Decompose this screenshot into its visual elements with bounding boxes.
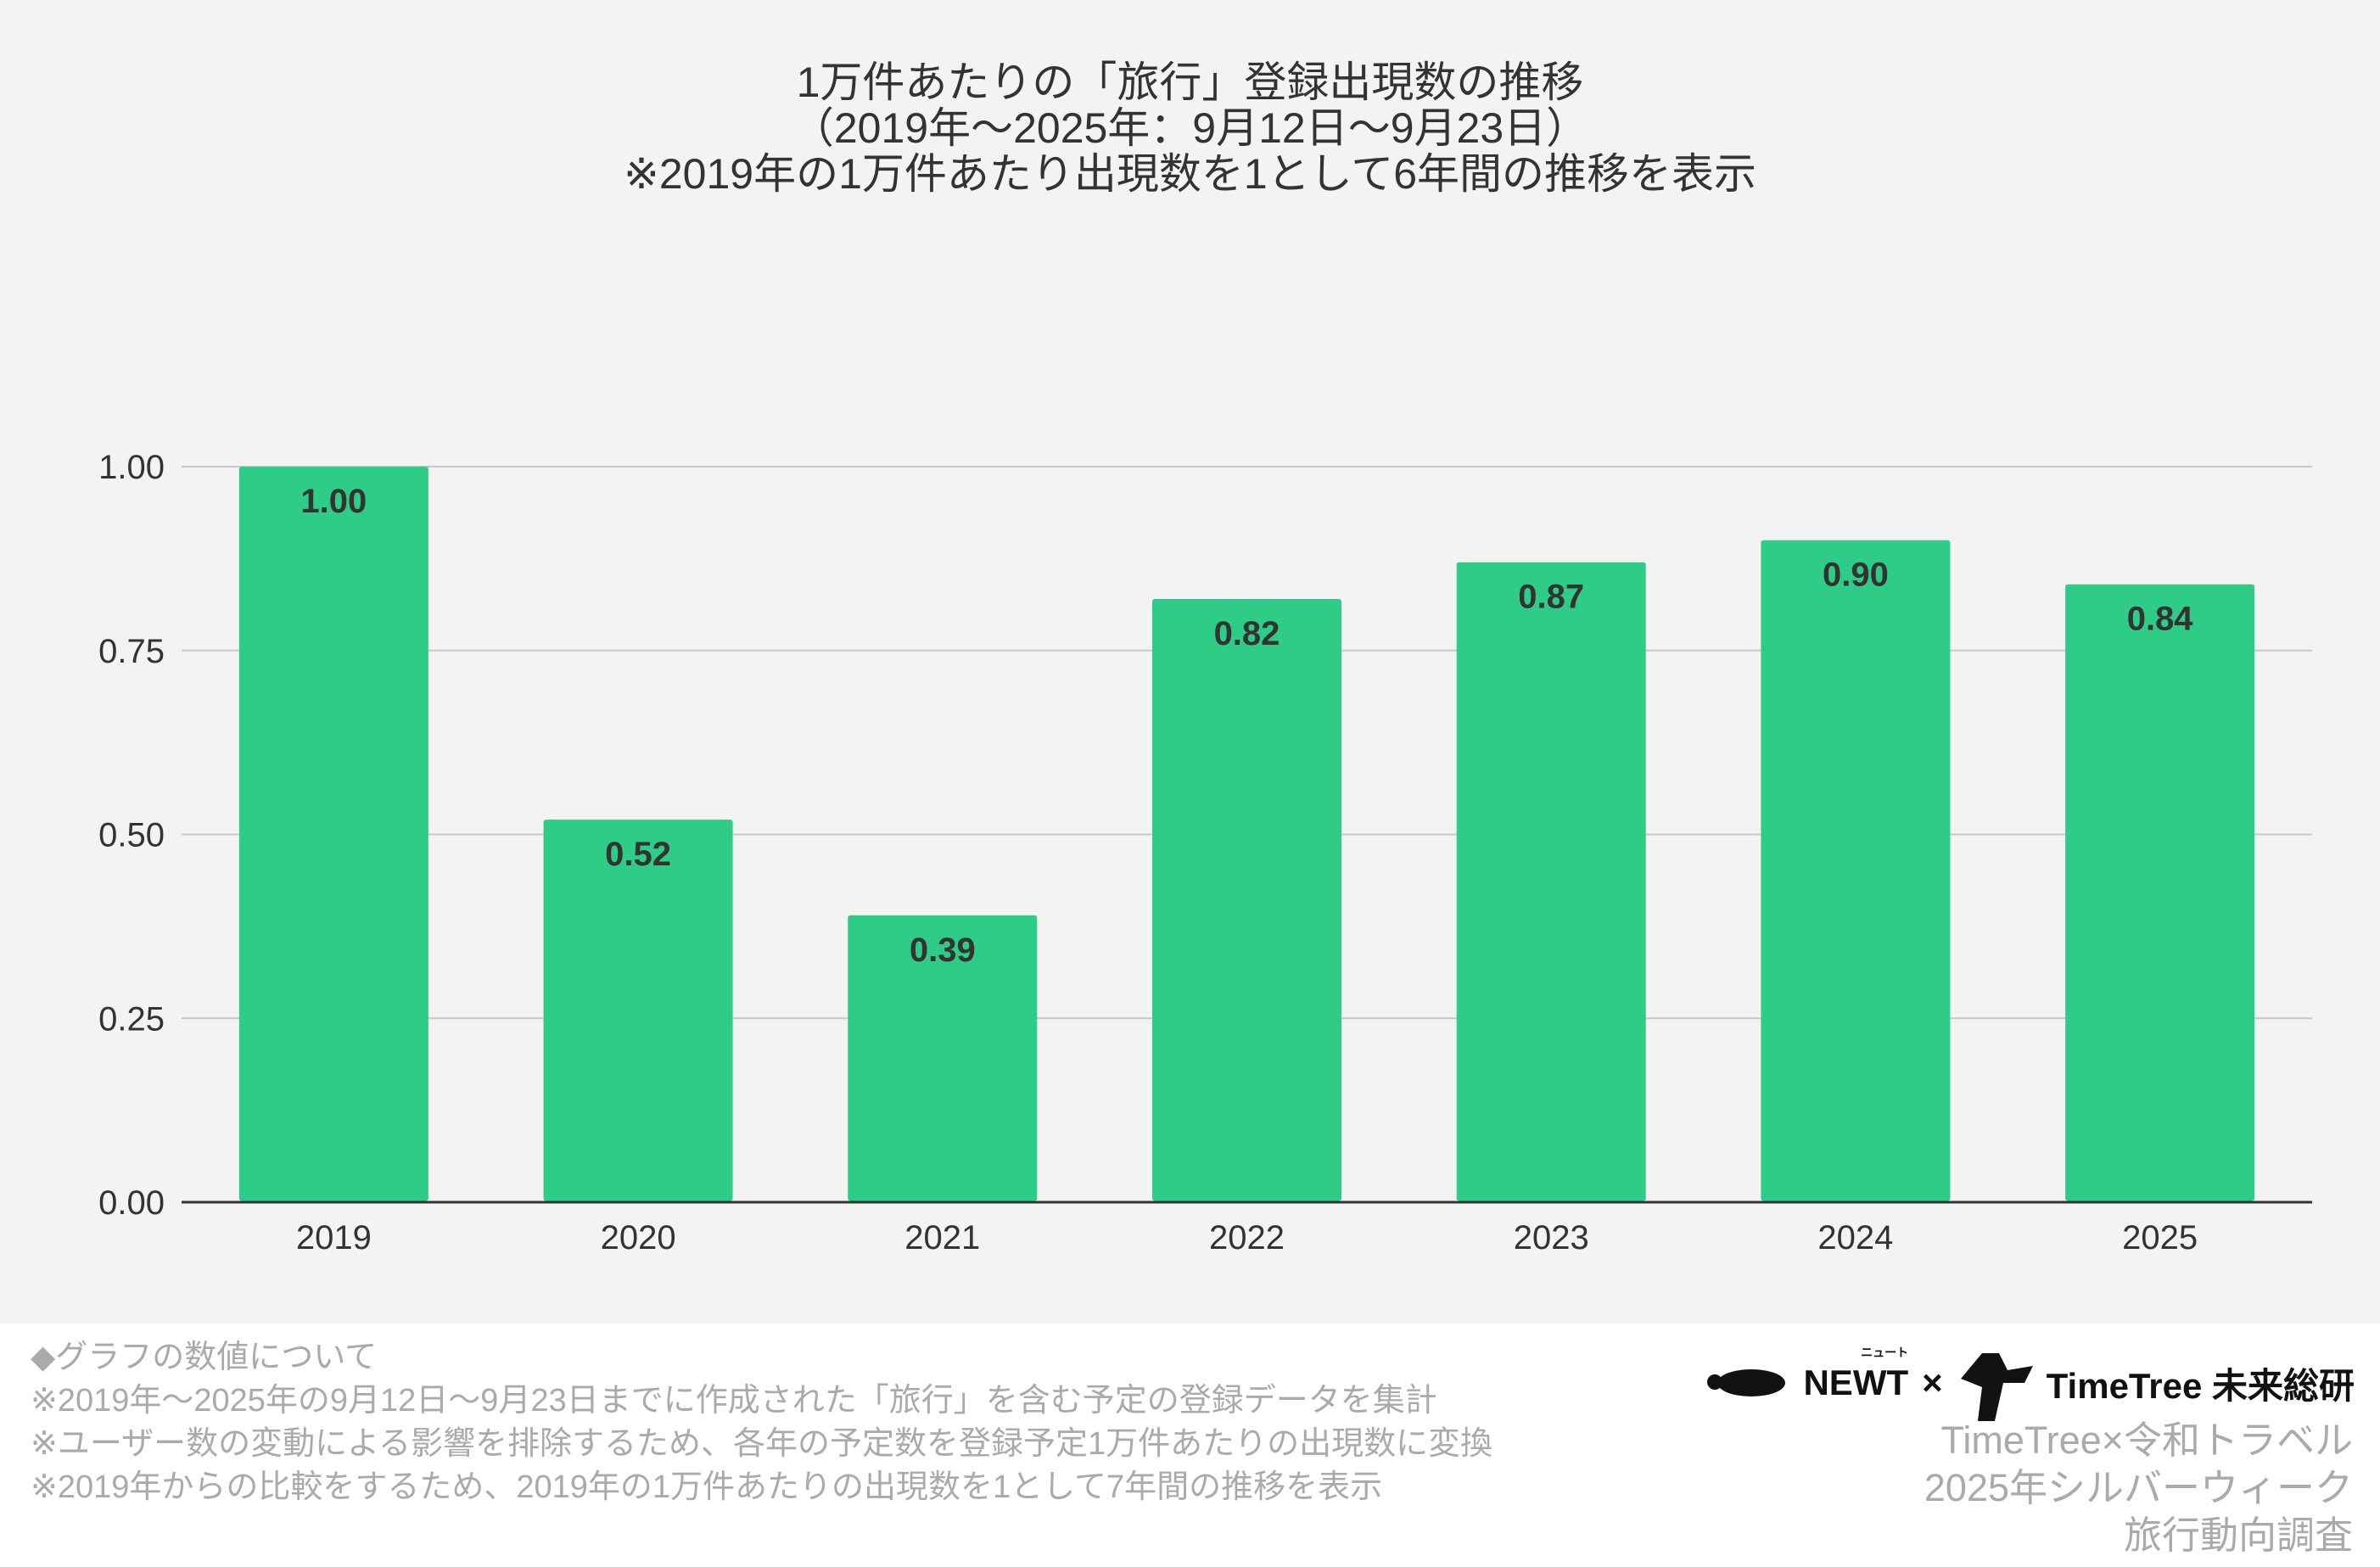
data-label: 0.52: [605, 836, 671, 873]
data-label: 0.87: [1518, 579, 1584, 616]
note-line: ※2019年〜2025年の9月12日〜9月23日までに作成された「旅行」を含む予…: [31, 1383, 1437, 1419]
bar-chart: 0.00 0.25 0.50 0.75 1.00 1.00 2019 0.52 2020 0.39…: [98, 449, 2312, 1256]
bar: [2065, 584, 2255, 1201]
bar: [1152, 599, 1341, 1201]
y-tick-label: 1.00: [98, 449, 165, 486]
x-tick-label: 2023: [1514, 1219, 1589, 1256]
data-label: 0.84: [2127, 601, 2194, 638]
turtle-logo-icon: [1707, 1369, 1786, 1396]
x-tick-label: 2025: [2122, 1219, 2198, 1256]
data-label: 0.82: [1214, 615, 1280, 652]
note-heading: ◆グラフの数値について: [31, 1340, 378, 1375]
data-label: 0.90: [1823, 557, 1889, 594]
y-tick-label: 0.75: [98, 633, 165, 670]
brand-logos: NEWT ニュート × TimeTree 未来総研: [1705, 1345, 2355, 1421]
note-line: ※ユーザー数の変動による影響を排除するため、各年の予定数を登録予定1万件あたりの…: [31, 1426, 1493, 1462]
title-line-3: ※2019年の1万件あたり出現数を1として6年間の推移を表示: [623, 150, 1757, 198]
credit-line: 旅行動向調査: [2123, 1514, 2353, 1557]
x-tick-label: 2021: [904, 1219, 980, 1256]
bar: [1456, 562, 1646, 1201]
x-tick-label: 2020: [601, 1219, 676, 1256]
data-label: 0.39: [910, 932, 976, 969]
x-tick-label: 2022: [1209, 1219, 1285, 1256]
x-tick-label: 2024: [1817, 1219, 1893, 1256]
bar: [848, 915, 1038, 1201]
y-tick-label: 0.00: [98, 1184, 165, 1222]
timetree-logo: TimeTree 未来総研: [2046, 1365, 2355, 1406]
newt-logo: NEWT ニュート: [1803, 1346, 1909, 1402]
note-line: ※2019年からの比較をするため、2019年の1万件あたりの出現数を1として7年…: [31, 1469, 1383, 1505]
title-line-1: 1万件あたりの「旅行」登録出現数の推移: [796, 59, 1584, 106]
times-sign: ×: [1922, 1363, 1943, 1402]
bar: [238, 467, 428, 1201]
bar: [1761, 540, 1951, 1201]
bar: [543, 820, 733, 1201]
credit-line: TimeTree×令和トラベル: [1940, 1419, 2353, 1462]
y-tick-label: 0.50: [98, 817, 165, 854]
y-tick-label: 0.25: [98, 1000, 165, 1038]
x-tick-label: 2019: [296, 1219, 372, 1256]
chart-title: 1万件あたりの「旅行」登録出現数の推移 （2019年〜2025年：9月12日〜9…: [0, 59, 2380, 197]
credit-line: 2025年シルバーウィーク: [1924, 1466, 2353, 1509]
title-line-2: （2019年〜2025年：9月12日〜9月23日）: [791, 104, 1589, 152]
data-label: 1.00: [300, 483, 367, 520]
timetree-logo-icon: [1960, 1353, 2033, 1421]
chart-notes: ◆グラフの数値について ※2019年〜2025年の9月12日〜9月23日までに作…: [31, 1336, 1492, 1509]
credits: TimeTree×令和トラベル 2025年シルバーウィーク 旅行動向調査: [1924, 1417, 2353, 1559]
